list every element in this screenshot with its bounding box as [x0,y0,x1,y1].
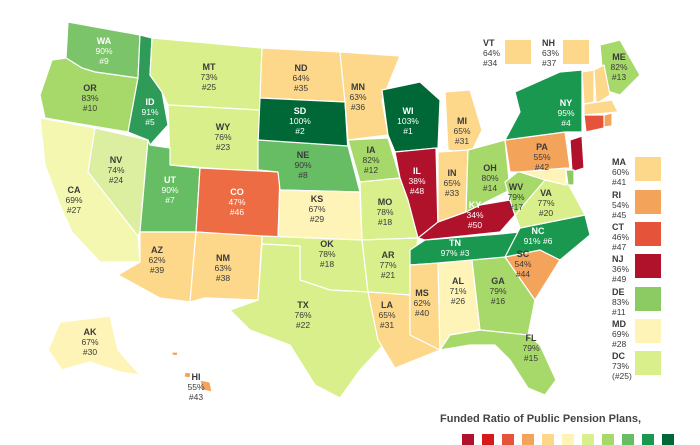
state-AK[interactable] [47,315,141,376]
label-NH: NH 63% #37 [542,38,560,68]
label-DC: DC 73% (#25) [612,351,632,381]
state-NY[interactable] [504,69,583,141]
state-TX[interactable] [229,243,389,399]
swatch-DE [635,287,661,311]
label-CA: CA 69% #27 [65,185,83,215]
legend-swatch [622,434,634,445]
swatch-VT [505,40,531,64]
label-MT: MT 73% #25 [200,62,218,92]
label-AZ: AZ 62% #39 [148,245,166,275]
swatch-MA [635,157,661,181]
legend-swatch [602,434,614,445]
state-NH[interactable] [593,64,611,105]
label-AL: AL 71% #26 [449,276,467,306]
label-IA: IA 82% #12 [362,145,380,175]
label-AK: AK 67% #30 [81,327,99,357]
label-NM: NM 63% #38 [214,253,232,283]
label-OK: OK 78% #18 [318,239,336,269]
label-ID: ID 91% #5 [141,97,159,127]
label-ND: ND 64% #35 [292,63,310,93]
label-MA: MA 60% #41 [612,157,630,187]
state-GA[interactable] [471,256,536,336]
state-MA[interactable] [583,99,619,116]
label-KY: KY 34% #50 [466,200,484,230]
label-UT: UT 90% #7 [161,175,179,205]
legend-swatch [642,434,654,445]
legend-swatch [562,434,574,445]
label-WV: WV 79% #17 [507,182,525,212]
swatch-RI [635,190,661,214]
label-MN: MN 63% #36 [349,82,367,112]
label-MI: MI 65% #31 [453,116,471,146]
state-HI[interactable] [171,351,213,393]
legend-swatch [482,434,494,445]
state-RI[interactable] [603,112,613,128]
label-NC: NC 91% #6 [523,226,553,246]
label-SC: SC 54% #44 [514,249,532,279]
state-CT[interactable] [583,114,605,133]
label-NY: NY 95% #4 [557,98,575,128]
legend-swatch [582,434,594,445]
label-PA: PA 55% #42 [533,142,551,172]
legend-title: Funded Ratio of Public Pension Plans, [440,413,642,425]
label-NJ: NJ 36% #49 [612,254,630,284]
label-MS: MS 62% #40 [413,288,431,318]
state-VT[interactable] [581,69,595,105]
label-DE: DE 83% #11 [612,287,630,317]
label-GA: GA 79% #16 [489,276,507,306]
state-MI[interactable] [444,89,483,156]
label-OR: OR 83% #10 [81,83,99,113]
swatch-CT [635,222,661,246]
swatch-NH [563,40,589,64]
label-HI: HI 55% #43 [187,372,205,402]
label-RI: RI 54% #45 [612,190,630,220]
label-WA: WA 90% #9 [95,36,113,66]
state-NM[interactable] [189,231,263,303]
swatch-NJ [635,254,661,278]
label-KS: KS 67% #29 [308,194,326,224]
label-FL: FL 79% #15 [522,333,540,363]
label-TX: TX 76% #22 [294,300,312,330]
label-MD: MD 69% #28 [612,319,630,349]
label-IL: IL 38% #48 [408,166,426,196]
label-CO: CO 47% #46 [228,187,246,217]
swatch-MD [635,319,661,343]
state-WI[interactable] [381,81,441,153]
label-WY: WY 76% #23 [214,122,232,152]
label-CT: CT 46% #47 [612,222,630,252]
state-NJ[interactable] [569,135,585,173]
legend-swatch [542,434,554,445]
label-NV: NV 74% #24 [107,155,125,185]
state-NV[interactable] [87,127,149,237]
swatch-DC [635,351,661,375]
label-AR: AR 77% #21 [379,250,397,280]
label-TN: TN 97% #3 [440,238,470,258]
legend-swatch [662,434,674,445]
state-MD[interactable] [519,167,567,186]
label-IN: IN 65% #33 [443,168,461,198]
label-VT: VT 64% #34 [483,38,501,68]
label-ME: ME 82% #13 [610,52,628,82]
state-OH[interactable] [465,139,511,213]
legend-swatch [462,434,474,445]
legend-swatch [522,434,534,445]
label-MO: MO 78% #18 [376,197,394,227]
label-NE: NE 90% #8 [294,150,312,180]
label-SD: SD 100% #2 [289,106,311,136]
label-OH: OH 80% #14 [481,163,499,193]
state-DE[interactable] [565,169,575,186]
state-FL[interactable] [439,329,557,396]
label-WI: WI 103% #1 [397,106,419,136]
label-LA: LA 65% #31 [378,300,396,330]
legend-swatch [502,434,514,445]
label-VA: VA 77% #20 [537,188,555,218]
